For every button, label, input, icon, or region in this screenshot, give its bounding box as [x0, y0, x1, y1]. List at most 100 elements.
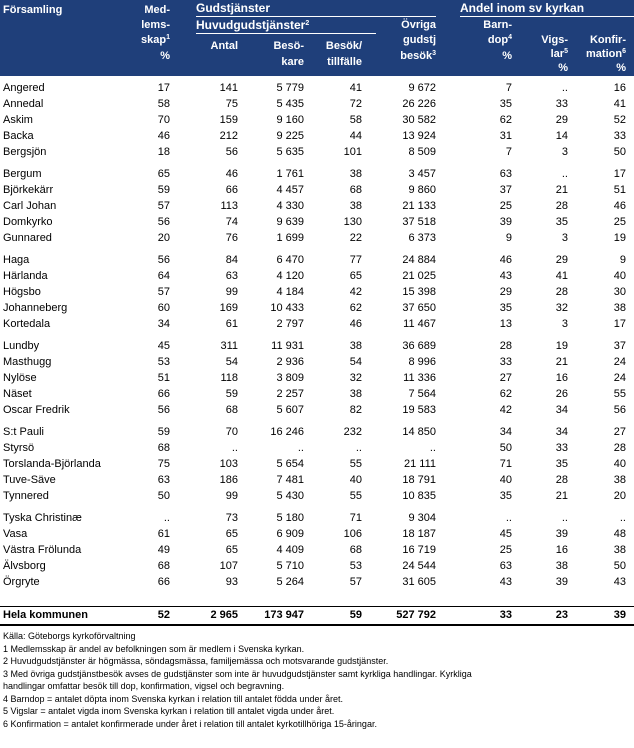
cell-barndop: 46	[499, 254, 512, 266]
cell-barndop: 35	[499, 302, 512, 314]
cell-konfirmation: 38	[613, 544, 626, 556]
cell-vigslar: 41	[555, 270, 568, 282]
cell-antal: 76	[225, 232, 238, 244]
cell-forsamling: Härlanda	[3, 270, 48, 282]
cell-antal: 74	[225, 216, 238, 228]
cell-medlemsskap: 61	[157, 528, 170, 540]
cell-antal: 59	[225, 388, 238, 400]
cell-barndop: 31	[499, 130, 512, 142]
cell-konfirmation: 40	[613, 458, 626, 470]
cell-konfirmation: 51	[613, 184, 626, 196]
cell-konfirmation: 40	[613, 270, 626, 282]
source-note: Källa: Göteborgs kyrkoförvaltning	[3, 631, 136, 641]
cell-vigslar: 33	[555, 442, 568, 454]
header-medlemsskap-3: skap1	[141, 34, 170, 46]
cell-konfirmation: 24	[613, 372, 626, 384]
cell-vigslar: ..	[561, 512, 568, 524]
cell-besok-per-tillfalle: ..	[355, 442, 362, 454]
cell-medlemsskap: 59	[157, 184, 170, 196]
cell-besokare: ..	[297, 442, 304, 454]
cell-antal: 93	[225, 576, 238, 588]
cell-ovriga-besok: 7 564	[408, 388, 436, 400]
cell-konfirmation: ..	[619, 512, 626, 524]
cell-medlemsskap: 50	[157, 490, 170, 502]
cell-besokare: 3 809	[276, 372, 304, 384]
cell-medlemsskap: 66	[157, 388, 170, 400]
cell-konfirmation: 9	[619, 254, 626, 266]
cell-besokare: 4 330	[276, 200, 304, 212]
cell-besokare: 5 435	[276, 98, 304, 110]
cell-medlemsskap: 59	[157, 426, 170, 438]
header-medlemsskap-2: lems-	[141, 19, 170, 31]
cell-medlemsskap: 64	[157, 270, 170, 282]
cell-vigslar: 21	[555, 490, 568, 502]
cell-besokare: 4 409	[276, 544, 304, 556]
cell-ovriga-besok: 13 924	[402, 130, 436, 142]
total-row: Hela kommunen 52 2 965 173 947 59 527 792 33 23…	[0, 607, 634, 623]
cell-antal: 107	[219, 560, 238, 572]
cell-besokare: 7 481	[276, 474, 304, 486]
cell-barndop: 71	[499, 458, 512, 470]
cell-konfirmation: 24	[613, 356, 626, 368]
cell-besokare: 9 160	[276, 114, 304, 126]
table-row: Vasa 61 65 6 909 106 18 187 45 39 48	[0, 526, 634, 542]
header-medlemsskap-unit: %	[160, 50, 170, 62]
table-row: Tynnered 50 99 5 430 55 10 835 35 21 20	[0, 488, 634, 504]
cell-barndop: 25	[499, 200, 512, 212]
cell-konfirmation: 41	[613, 98, 626, 110]
cell-konfirmation: 17	[613, 318, 626, 330]
cell-barndop: 35	[499, 98, 512, 110]
cell-vigslar: 28	[555, 474, 568, 486]
cell-forsamling: Backa	[3, 130, 34, 142]
cell-forsamling: Björkekärr	[3, 184, 54, 196]
cell-vigslar: 14	[555, 130, 568, 142]
cell-barndop: 50	[499, 442, 512, 454]
cell-besok-per-tillfalle: 58	[349, 114, 362, 126]
cell-besok-per-tillfalle: 71	[349, 512, 362, 524]
cell-konfirmation: 55	[613, 388, 626, 400]
cell-besokare: 173 947	[264, 609, 304, 621]
cell-besok-per-tillfalle: 59	[349, 609, 362, 621]
cell-konfirmation: 50	[613, 146, 626, 158]
cell-besokare: 11 931	[271, 340, 304, 352]
header-barndop-unit: %	[502, 50, 512, 62]
cell-antal: 141	[219, 82, 238, 94]
cell-medlemsskap: 57	[157, 286, 170, 298]
cell-forsamling: Bergsjön	[3, 146, 47, 158]
cell-forsamling: Lundby	[3, 340, 40, 352]
cell-vigslar: 16	[555, 372, 568, 384]
cell-vigslar: 33	[555, 98, 568, 110]
cell-besokare: 6 470	[276, 254, 304, 266]
cell-besokare: 10 433	[270, 302, 304, 314]
cell-medlemsskap: 75	[157, 458, 170, 470]
cell-besokare: 4 120	[276, 270, 304, 282]
cell-antal: 113	[220, 200, 238, 212]
cell-besokare: 2 936	[276, 356, 304, 368]
cell-besok-per-tillfalle: 130	[343, 216, 362, 228]
cell-besok-per-tillfalle: 77	[349, 254, 362, 266]
cell-besokare: 5 180	[276, 512, 304, 524]
cell-besokare: 4 457	[276, 184, 304, 196]
cell-ovriga-besok: 24 544	[402, 560, 436, 572]
cell-antal: 73	[225, 512, 238, 524]
cell-antal: 311	[220, 340, 238, 352]
cell-ovriga-besok: 8 509	[408, 146, 436, 158]
cell-ovriga-besok: ..	[429, 442, 436, 454]
cell-barndop: 62	[499, 114, 512, 126]
header-huvudgudstjanster: Huvudgudstjänster2	[196, 18, 310, 32]
cell-medlemsskap: 68	[157, 560, 170, 572]
cell-barndop: 29	[499, 286, 512, 298]
cell-konfirmation: 16	[613, 82, 626, 94]
cell-antal: 75	[225, 98, 238, 110]
cell-barndop: 43	[499, 270, 512, 282]
cell-ovriga-besok: 24 884	[402, 254, 436, 266]
cell-antal: 65	[225, 528, 238, 540]
header-andel: Andel inom sv kyrkan	[460, 1, 585, 15]
cell-vigslar: 3	[561, 232, 568, 244]
cell-ovriga-besok: 6 373	[408, 232, 436, 244]
cell-vigslar: 32	[555, 302, 568, 314]
cell-antal: ..	[231, 442, 238, 454]
cell-besok-per-tillfalle: 53	[349, 560, 362, 572]
table-row: Björkekärr 59 66 4 457 68 9 860 37 21 51	[0, 182, 634, 198]
cell-forsamling: Domkyrko	[3, 216, 53, 228]
